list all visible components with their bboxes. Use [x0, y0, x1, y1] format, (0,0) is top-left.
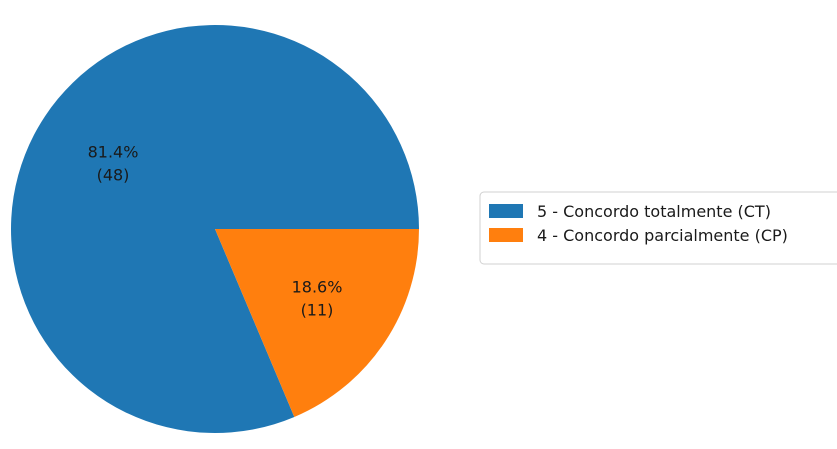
slice-percent-label: 18.6%	[292, 278, 343, 297]
legend-swatch-1	[489, 204, 523, 218]
pie-slices	[11, 24, 420, 434]
slice-percent-label: 81.4%	[88, 142, 139, 161]
legend-swatch-2	[489, 228, 523, 242]
legend-label-2: 4 - Concordo parcialmente (CP)	[537, 226, 788, 245]
slice-label-1: 81.4% (48)	[88, 142, 139, 184]
legend-label-1: 5 - Concordo totalmente (CT)	[537, 202, 771, 221]
pie-slice-labels: 81.4% (48) 18.6% (11)	[88, 142, 343, 319]
legend-frame	[479, 191, 837, 265]
slice-label-2: 18.6% (11)	[292, 278, 343, 320]
slice-count-label: (11)	[301, 301, 334, 320]
pie-slice-2	[215, 229, 419, 417]
legend: 5 - Concordo totalmente (CT) 4 - Concordo…	[479, 191, 837, 265]
slice-count-label: (48)	[97, 165, 130, 184]
